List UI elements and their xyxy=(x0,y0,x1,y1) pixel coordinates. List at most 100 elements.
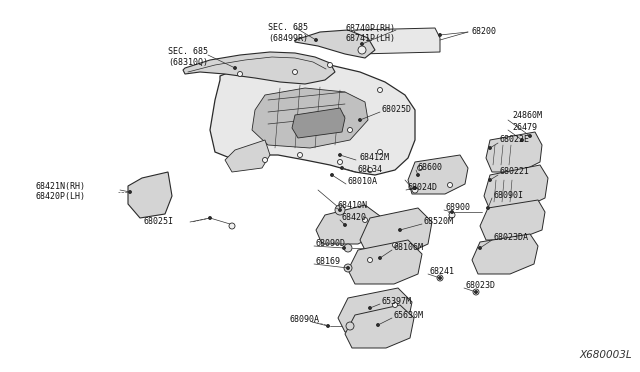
Circle shape xyxy=(292,70,298,74)
Text: 68022E: 68022E xyxy=(500,135,530,144)
Polygon shape xyxy=(360,208,432,256)
Text: 68200: 68200 xyxy=(472,28,497,36)
Circle shape xyxy=(437,275,443,281)
Circle shape xyxy=(399,228,401,231)
Circle shape xyxy=(358,119,362,122)
Text: 68741P(LH): 68741P(LH) xyxy=(346,33,396,42)
Text: 68025I: 68025I xyxy=(144,218,174,227)
Text: 68010A: 68010A xyxy=(348,177,378,186)
Text: 68420: 68420 xyxy=(342,214,367,222)
Circle shape xyxy=(262,157,268,163)
Circle shape xyxy=(376,324,380,327)
Polygon shape xyxy=(338,288,412,332)
Circle shape xyxy=(337,160,342,164)
Text: 65397M: 65397M xyxy=(382,298,412,307)
Polygon shape xyxy=(295,30,375,58)
Polygon shape xyxy=(352,28,440,54)
Circle shape xyxy=(129,190,131,193)
Text: X680003L: X680003L xyxy=(579,350,632,360)
Text: 26479: 26479 xyxy=(512,124,537,132)
Circle shape xyxy=(473,289,479,295)
Text: 68090A: 68090A xyxy=(290,315,320,324)
Circle shape xyxy=(438,276,442,279)
Circle shape xyxy=(486,206,490,209)
Text: 68023DA: 68023DA xyxy=(494,234,529,243)
Text: 68740P(RH): 68740P(RH) xyxy=(346,23,396,32)
Polygon shape xyxy=(472,234,538,274)
Circle shape xyxy=(344,244,352,252)
Circle shape xyxy=(314,38,317,42)
Circle shape xyxy=(392,243,397,247)
Text: 68420P(LH): 68420P(LH) xyxy=(36,192,86,201)
Polygon shape xyxy=(225,140,270,172)
Polygon shape xyxy=(480,200,545,240)
Text: (68310Q): (68310Q) xyxy=(168,58,208,67)
Circle shape xyxy=(209,217,211,219)
Circle shape xyxy=(344,264,352,272)
Polygon shape xyxy=(345,305,414,348)
Circle shape xyxy=(335,205,345,215)
Circle shape xyxy=(479,247,481,250)
Polygon shape xyxy=(316,205,380,244)
Circle shape xyxy=(330,173,333,176)
Circle shape xyxy=(367,167,372,173)
Circle shape xyxy=(438,33,442,36)
Text: 68600: 68600 xyxy=(418,164,443,173)
Text: 68L34: 68L34 xyxy=(358,166,383,174)
Polygon shape xyxy=(252,88,368,148)
Text: 68900: 68900 xyxy=(446,203,471,212)
Text: 24860M: 24860M xyxy=(512,112,542,121)
Circle shape xyxy=(234,67,237,70)
Circle shape xyxy=(392,302,397,308)
Text: 68412M: 68412M xyxy=(360,154,390,163)
Text: 68090D: 68090D xyxy=(316,240,346,248)
Circle shape xyxy=(229,223,235,229)
Circle shape xyxy=(412,187,418,193)
Text: 68024D: 68024D xyxy=(408,183,438,192)
Text: 68241: 68241 xyxy=(430,267,455,276)
Polygon shape xyxy=(486,132,542,172)
Circle shape xyxy=(328,62,333,67)
Polygon shape xyxy=(292,108,345,138)
Text: 68025D: 68025D xyxy=(382,106,412,115)
Text: 68090I: 68090I xyxy=(494,192,524,201)
Circle shape xyxy=(378,150,383,154)
Polygon shape xyxy=(183,52,335,84)
Text: 68520M: 68520M xyxy=(424,218,454,227)
Circle shape xyxy=(474,291,477,294)
Circle shape xyxy=(342,247,346,250)
Circle shape xyxy=(529,135,531,138)
Circle shape xyxy=(417,166,422,170)
Polygon shape xyxy=(210,62,415,175)
Circle shape xyxy=(417,173,419,176)
Text: 65630M: 65630M xyxy=(394,311,424,321)
Circle shape xyxy=(339,208,342,212)
Circle shape xyxy=(346,322,354,330)
Polygon shape xyxy=(408,155,468,194)
Circle shape xyxy=(520,138,524,141)
Text: SEC. 685: SEC. 685 xyxy=(268,23,308,32)
Circle shape xyxy=(339,154,342,157)
Text: 68169: 68169 xyxy=(316,257,341,266)
Circle shape xyxy=(326,324,330,327)
Polygon shape xyxy=(484,165,548,210)
Text: 68421N(RH): 68421N(RH) xyxy=(36,182,86,190)
Circle shape xyxy=(488,147,492,150)
Text: SEC. 685: SEC. 685 xyxy=(168,48,208,57)
Circle shape xyxy=(367,257,372,263)
Circle shape xyxy=(447,183,452,187)
Polygon shape xyxy=(348,240,422,284)
Circle shape xyxy=(449,212,455,218)
Circle shape xyxy=(369,307,371,310)
Circle shape xyxy=(360,42,364,45)
Circle shape xyxy=(378,87,383,93)
Circle shape xyxy=(451,211,454,214)
Circle shape xyxy=(413,186,417,189)
Text: 68410N: 68410N xyxy=(338,202,368,211)
Text: 68023D: 68023D xyxy=(466,282,496,291)
Text: 68022I: 68022I xyxy=(500,167,530,176)
Polygon shape xyxy=(128,172,172,218)
Circle shape xyxy=(344,224,346,227)
Circle shape xyxy=(346,266,349,269)
Text: (68499R): (68499R) xyxy=(268,33,308,42)
